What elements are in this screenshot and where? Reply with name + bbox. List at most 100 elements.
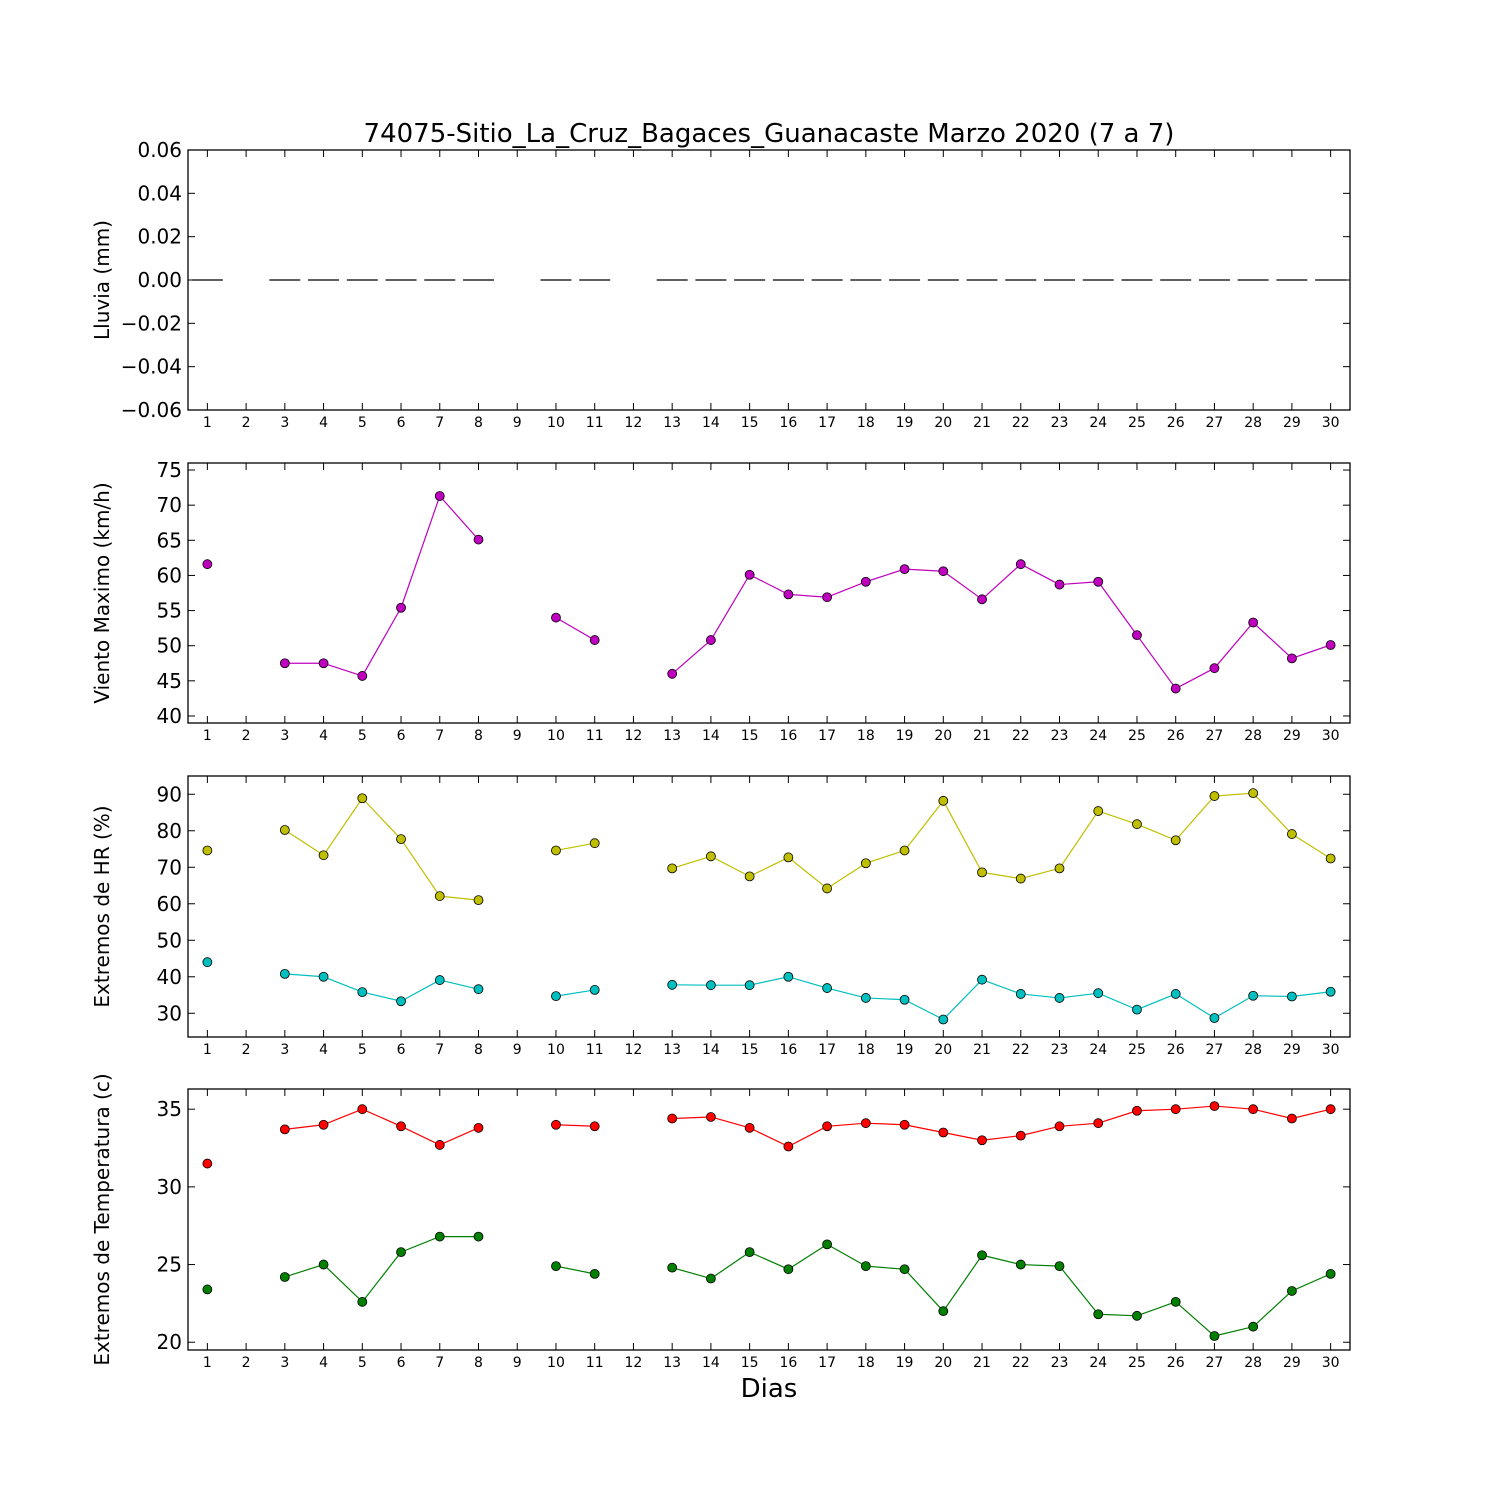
x-tick-label: 6 — [397, 415, 406, 431]
x-tick-label: 28 — [1244, 728, 1262, 744]
line-segment — [1097, 992, 1138, 1011]
data-point-day-3 — [279, 825, 290, 835]
x-tick-label: 2 — [242, 415, 251, 431]
data-point-day-1 — [202, 957, 213, 968]
line-segment — [1214, 1326, 1254, 1337]
data-point-day-8 — [473, 534, 484, 545]
line-segment — [943, 1131, 983, 1141]
data-point-day-15 — [744, 871, 755, 882]
data-point-day-27 — [1209, 1101, 1220, 1111]
data-point-day-5 — [357, 793, 368, 804]
data-point-day-18 — [860, 576, 871, 587]
data-point-day-24 — [1093, 576, 1104, 587]
data-point-day-15 — [744, 1247, 755, 1258]
x-tick-label: 16 — [779, 1042, 797, 1058]
data-point-day-4 — [318, 1259, 329, 1270]
data-point-day-26 — [1170, 835, 1181, 846]
data-point-day-20 — [938, 1306, 949, 1317]
line-segment — [284, 829, 324, 856]
data-point-day-11 — [589, 1268, 600, 1279]
x-tick-label: 7 — [435, 415, 444, 431]
data-point-day-6 — [396, 1121, 406, 1132]
data-point-day-25 — [1132, 1310, 1142, 1321]
data-point-day-7 — [434, 1231, 445, 1242]
data-point-day-15 — [744, 980, 755, 991]
y-tick-label: 40 — [157, 704, 182, 728]
x-tick-label: 13 — [663, 728, 681, 744]
line-segment — [749, 856, 789, 877]
data-point-day-4 — [318, 1119, 329, 1130]
x-tick-label: 27 — [1206, 415, 1224, 431]
data-point-day-27 — [1209, 791, 1220, 801]
y-tick-label: 20 — [157, 1330, 182, 1354]
line-segment — [400, 838, 441, 897]
line-segment — [710, 855, 750, 877]
data-point-day-6 — [396, 602, 406, 613]
data-point-day-14 — [706, 980, 716, 991]
data-point-day-14 — [706, 851, 716, 862]
data-point-day-5 — [357, 1104, 368, 1115]
x-tick-label: 17 — [818, 1042, 836, 1058]
data-point-day-1 — [202, 1284, 213, 1295]
x-tick-label: 11 — [586, 415, 604, 431]
x-tick-label: 12 — [625, 1355, 643, 1371]
line-segment — [1059, 810, 1099, 869]
line-segment — [1252, 622, 1293, 659]
line-segment — [555, 989, 595, 997]
y-tick-label: −0.04 — [121, 355, 182, 379]
x-tick-label: 6 — [397, 1355, 406, 1371]
data-point-day-25 — [1132, 630, 1142, 641]
data-point-day-3 — [279, 1272, 290, 1282]
line-segment — [942, 570, 983, 600]
x-tick-label: 1 — [203, 728, 212, 744]
x-tick-label: 20 — [934, 728, 952, 744]
x-tick-label: 27 — [1206, 728, 1224, 744]
x-tick-label: 10 — [547, 728, 565, 744]
data-point-day-7 — [434, 975, 445, 985]
x-tick-label: 5 — [358, 415, 367, 431]
data-point-day-16 — [783, 589, 794, 600]
x-tick-label: 24 — [1089, 728, 1107, 744]
x-tick-label: 8 — [474, 1042, 483, 1058]
x-tick-label: 1 — [203, 415, 212, 431]
series-temperatura-1 — [202, 1231, 1336, 1341]
line-segment — [671, 639, 712, 675]
line-segment — [1213, 622, 1254, 669]
x-tick-label: 22 — [1012, 728, 1030, 744]
y-axis-label-temperatura: Extremos de Temperatura (c) — [90, 1073, 114, 1365]
y-tick-label: 75 — [157, 458, 182, 482]
line-segment — [904, 1124, 944, 1134]
data-point-day-3 — [279, 1124, 290, 1135]
line-segment — [865, 568, 905, 583]
data-point-day-11 — [589, 838, 600, 849]
x-tick-label: 26 — [1167, 1042, 1185, 1058]
x-tick-label: 29 — [1283, 1042, 1301, 1058]
line-segment — [981, 1254, 1021, 1266]
data-point-day-26 — [1170, 989, 1181, 999]
y-tick-label: 90 — [157, 782, 182, 806]
x-tick-label: 25 — [1128, 1355, 1146, 1371]
line-segment — [361, 797, 402, 840]
y-tick-label: 45 — [157, 669, 182, 693]
plot-frame-temperatura — [187, 1088, 1351, 1351]
line-segment — [323, 1108, 363, 1126]
series-hr-1 — [202, 957, 1336, 1025]
data-point-day-24 — [1093, 1309, 1104, 1320]
plot-frame-hr — [187, 775, 1351, 1038]
figure-title: 74075-Sitio_La_Cruz_Bagaces_Guanacaste M… — [364, 119, 1175, 149]
line-segment — [749, 1251, 789, 1270]
x-tick-label: 15 — [741, 415, 759, 431]
x-tick-label: 11 — [586, 728, 604, 744]
data-point-day-16 — [783, 971, 794, 982]
data-point-day-26 — [1170, 1296, 1181, 1307]
x-tick-label: 29 — [1283, 415, 1301, 431]
x-tick-label: 24 — [1089, 1355, 1107, 1371]
line-segment — [1175, 1301, 1215, 1337]
data-point-day-19 — [899, 994, 910, 1005]
data-point-day-15 — [744, 1122, 755, 1133]
line-segment — [826, 581, 867, 598]
data-point-day-17 — [822, 983, 832, 993]
data-point-day-17 — [822, 883, 832, 894]
line-segment — [826, 862, 867, 889]
